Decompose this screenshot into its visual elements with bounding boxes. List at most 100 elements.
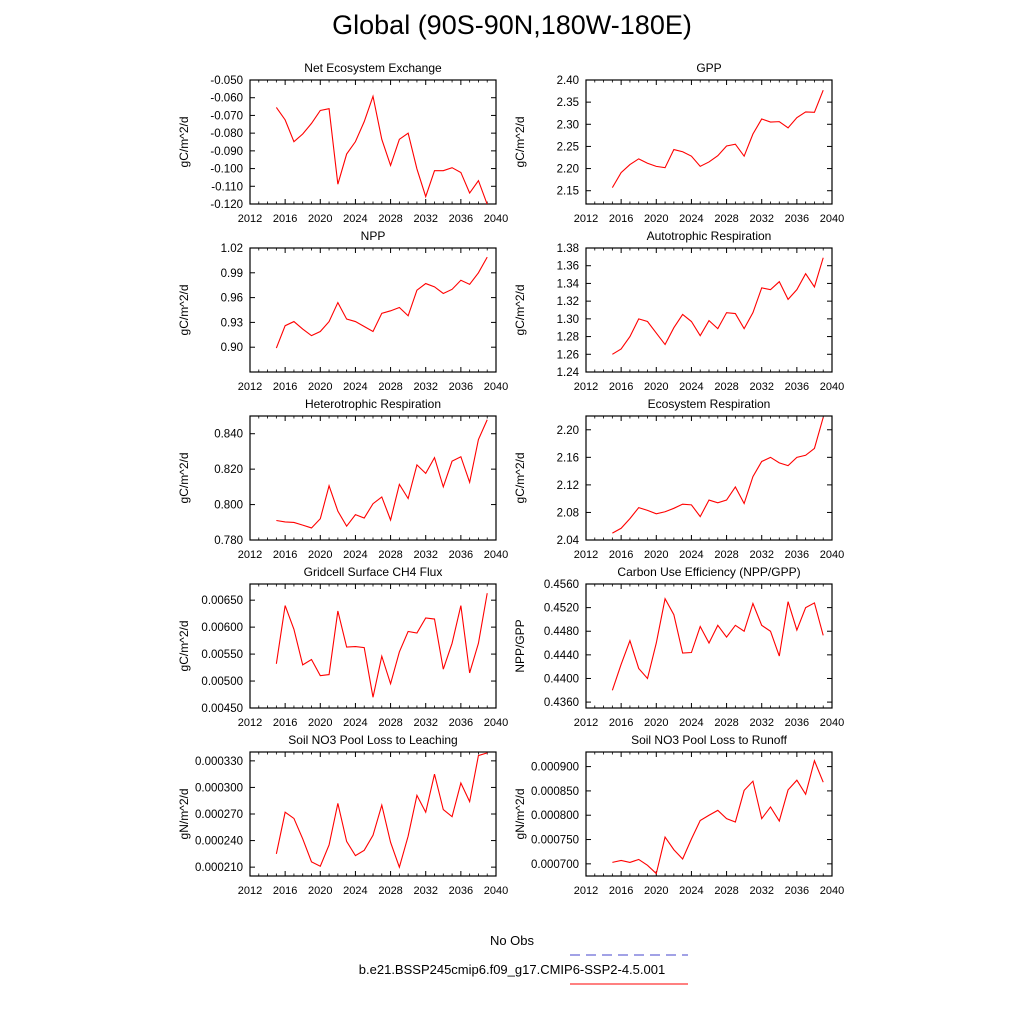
y-tick-label: -0.080 (210, 128, 243, 140)
x-tick-label: 2012 (238, 717, 262, 729)
y-tick-label: 0.000900 (531, 762, 579, 774)
x-tick-label: 2024 (343, 885, 367, 897)
x-tick-label: 2020 (644, 213, 668, 225)
x-tick-label: 2020 (308, 885, 332, 897)
x-tick-label: 2012 (574, 381, 598, 393)
y-tick-label: 1.24 (557, 367, 580, 379)
x-tick-label: 2012 (574, 717, 598, 729)
chart-title: GPP (696, 61, 721, 75)
y-tick-label: 0.780 (214, 535, 243, 547)
page-title: Global (90S-90N,180W-180E) (332, 10, 692, 40)
x-tick-label: 2024 (679, 213, 703, 225)
x-tick-label: 2040 (820, 213, 844, 225)
y-tick-label: 0.000240 (195, 836, 243, 848)
x-tick-label: 2016 (609, 717, 633, 729)
y-tick-label: 2.20 (557, 164, 579, 176)
legend-case-solid (570, 983, 688, 985)
y-tick-label: 0.820 (214, 464, 243, 476)
y-tick-label: 0.4360 (544, 697, 579, 709)
y-tick-label: 2.16 (557, 452, 579, 464)
y-axis-label: gN/m^2/d (177, 789, 191, 840)
x-tick-label: 2032 (749, 213, 773, 225)
y-tick-label: 1.34 (557, 278, 580, 290)
y-tick-label: 2.04 (557, 535, 580, 547)
series-line-0 (612, 257, 824, 355)
series-line-0 (275, 256, 488, 349)
series-line-0 (275, 94, 488, 204)
x-tick-label: 2020 (308, 381, 332, 393)
y-tick-label: -0.050 (210, 75, 243, 87)
x-tick-label: 2028 (714, 213, 738, 225)
x-tick-label: 2016 (273, 381, 297, 393)
x-tick-label: 2032 (749, 885, 773, 897)
x-tick-label: 2040 (820, 885, 844, 897)
y-tick-label: 2.08 (557, 507, 579, 519)
y-tick-label: 1.30 (557, 314, 579, 326)
x-tick-label: 2040 (820, 717, 844, 729)
y-axis-label: gC/m^2/d (177, 117, 191, 168)
chart-3: Autotrophic Respiration gC/m^2/d 2012 2016 2… (513, 229, 844, 393)
series-line-0 (275, 752, 488, 869)
x-tick-label: 2024 (679, 717, 703, 729)
series-line-0 (611, 597, 824, 691)
y-tick-label: 1.38 (557, 243, 579, 255)
x-tick-label: 2016 (609, 549, 633, 561)
x-tick-label: 2036 (785, 549, 809, 561)
y-tick-label: 0.90 (221, 342, 243, 354)
y-tick-label: 2.20 (557, 425, 579, 437)
x-tick-label: 2040 (484, 717, 508, 729)
y-tick-label: 0.000300 (195, 782, 243, 794)
legend-obs-dash (570, 954, 688, 956)
x-tick-label: 2012 (238, 885, 262, 897)
y-tick-label: 2.30 (557, 119, 579, 131)
x-tick-label: 2020 (644, 549, 668, 561)
x-tick-label: 2040 (484, 213, 508, 225)
y-tick-label: 0.000800 (531, 810, 579, 822)
chart-4: Heterotrophic Respiration gC/m^2/d 2012 201… (177, 397, 508, 561)
x-tick-label: 2024 (679, 381, 703, 393)
x-tick-label: 2028 (714, 381, 738, 393)
x-tick-label: 2036 (449, 213, 473, 225)
chart-8: Soil NO3 Pool Loss to Leaching gN/m^2/d 20… (177, 733, 508, 897)
x-tick-label: 2024 (343, 213, 367, 225)
x-tick-label: 2028 (714, 885, 738, 897)
x-tick-label: 2032 (413, 549, 437, 561)
chart-title: Carbon Use Efficiency (NPP/GPP) (617, 565, 800, 579)
y-tick-label: 0.96 (221, 293, 243, 305)
plot-frame (249, 247, 497, 373)
x-tick-label: 2040 (820, 381, 844, 393)
x-tick-label: 2020 (644, 885, 668, 897)
y-axis-label: gC/m^2/d (513, 117, 527, 168)
x-tick-label: 2016 (609, 213, 633, 225)
x-tick-label: 2040 (484, 885, 508, 897)
x-tick-label: 2012 (238, 381, 262, 393)
x-tick-label: 2016 (609, 885, 633, 897)
chart-title: NPP (361, 229, 386, 243)
y-tick-label: -0.120 (210, 199, 243, 211)
x-tick-label: 2012 (238, 213, 262, 225)
y-tick-label: 2.12 (557, 480, 579, 492)
y-tick-label: 0.99 (221, 268, 243, 280)
y-axis-label: gC/m^2/d (177, 453, 191, 504)
x-tick-label: 2016 (273, 549, 297, 561)
chart-title: Soil NO3 Pool Loss to Runoff (631, 733, 788, 747)
chart-2: NPP gC/m^2/d 2012 2016 2020 2024 2028 2032 2036 2… (177, 229, 508, 393)
x-tick-label: 2032 (413, 717, 437, 729)
y-tick-label: 1.26 (557, 349, 579, 361)
x-tick-label: 2016 (273, 885, 297, 897)
x-tick-label: 2012 (574, 213, 598, 225)
y-tick-label: -0.100 (210, 164, 243, 176)
series-line-0 (611, 89, 824, 188)
series-line-0 (276, 419, 488, 529)
x-tick-label: 2024 (343, 717, 367, 729)
x-tick-label: 2028 (714, 549, 738, 561)
x-tick-label: 2036 (449, 717, 473, 729)
y-tick-label: 2.25 (557, 141, 579, 153)
y-tick-label: 0.000210 (195, 862, 243, 874)
x-tick-label: 2036 (785, 381, 809, 393)
y-tick-label: 0.000270 (195, 809, 243, 821)
plot-frame (585, 79, 833, 205)
y-tick-label: -0.110 (211, 181, 243, 193)
legend-obs-label: No Obs (489, 933, 535, 948)
